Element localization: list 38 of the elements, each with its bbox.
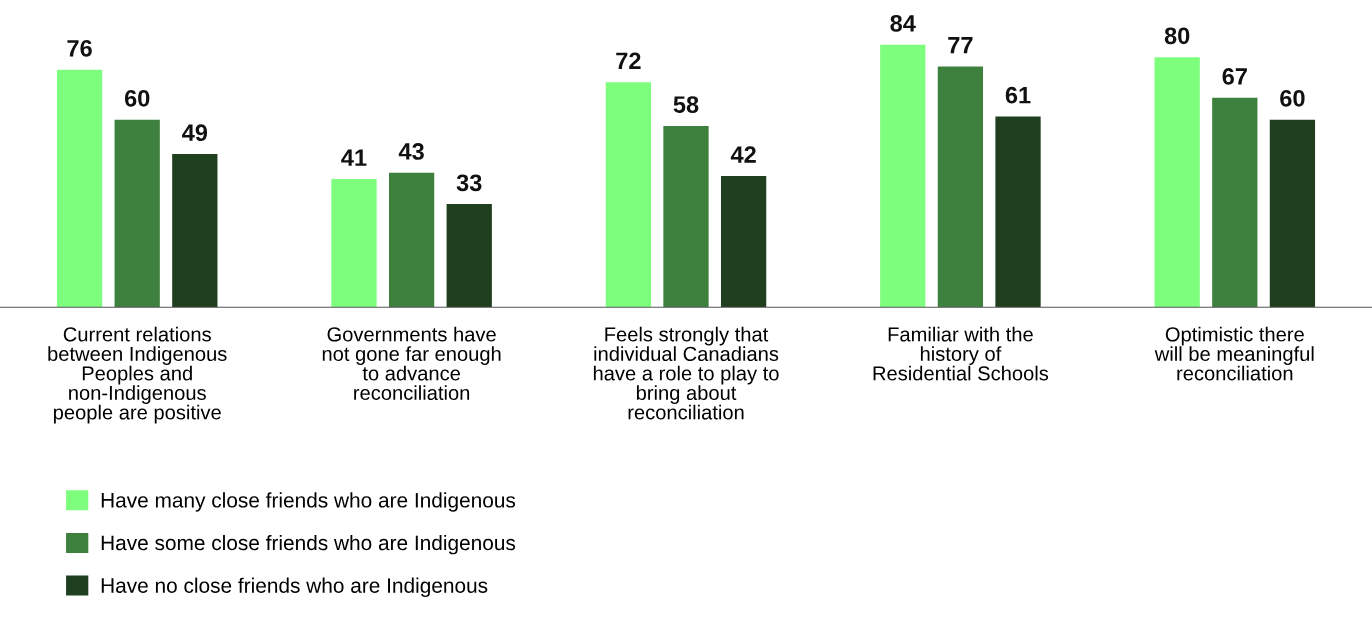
data-label: 67 (1222, 68, 1247, 85)
legend-label: Have some close friends who are Indigenous (101, 534, 516, 555)
bar (114, 119, 160, 308)
data-label: 33 (456, 174, 482, 192)
data-label: 58 (673, 96, 699, 113)
bar (720, 175, 767, 308)
x-tick-label: Current relations between Indigenous Peoples and non-Indigenous people are positive (48, 326, 227, 424)
bar (388, 172, 435, 308)
bar (1154, 57, 1200, 308)
data-label: 43 (398, 143, 424, 160)
data-label: 72 (616, 52, 641, 69)
data-label: 49 (182, 124, 208, 142)
bar (605, 82, 652, 308)
bar (1212, 97, 1258, 308)
data-label: 77 (948, 37, 973, 54)
data-label: 61 (1005, 86, 1031, 104)
bar (56, 69, 103, 308)
bar (446, 204, 492, 308)
x-tick-label: Feels strongly that individual Canadians have a role to play to bring about reconciliation (593, 326, 779, 420)
bar (937, 66, 984, 308)
x-tick-label: Optimistic there will be meaningful reconciliation (1154, 326, 1314, 381)
bar (995, 116, 1041, 308)
legend-label: Have no close friends who are Indigenous (101, 577, 488, 598)
data-label: 80 (1164, 27, 1190, 45)
data-label: 42 (730, 146, 756, 163)
bar (172, 154, 218, 308)
data-label: 84 (890, 14, 916, 32)
bar (663, 125, 709, 308)
data-label: 76 (67, 39, 92, 57)
legend-label: Have many close friends who are Indigenous (101, 492, 516, 512)
bar (331, 179, 377, 308)
data-label: 41 (341, 149, 367, 166)
data-label: 60 (1280, 89, 1305, 107)
data-label: 60 (124, 89, 150, 107)
bar (1269, 119, 1316, 308)
bar (880, 44, 926, 308)
x-tick-label: Familiar with the history of Residential Schools (873, 326, 1049, 381)
x-tick-label: Governments have not gone far enough to advance reconciliation (322, 326, 501, 401)
